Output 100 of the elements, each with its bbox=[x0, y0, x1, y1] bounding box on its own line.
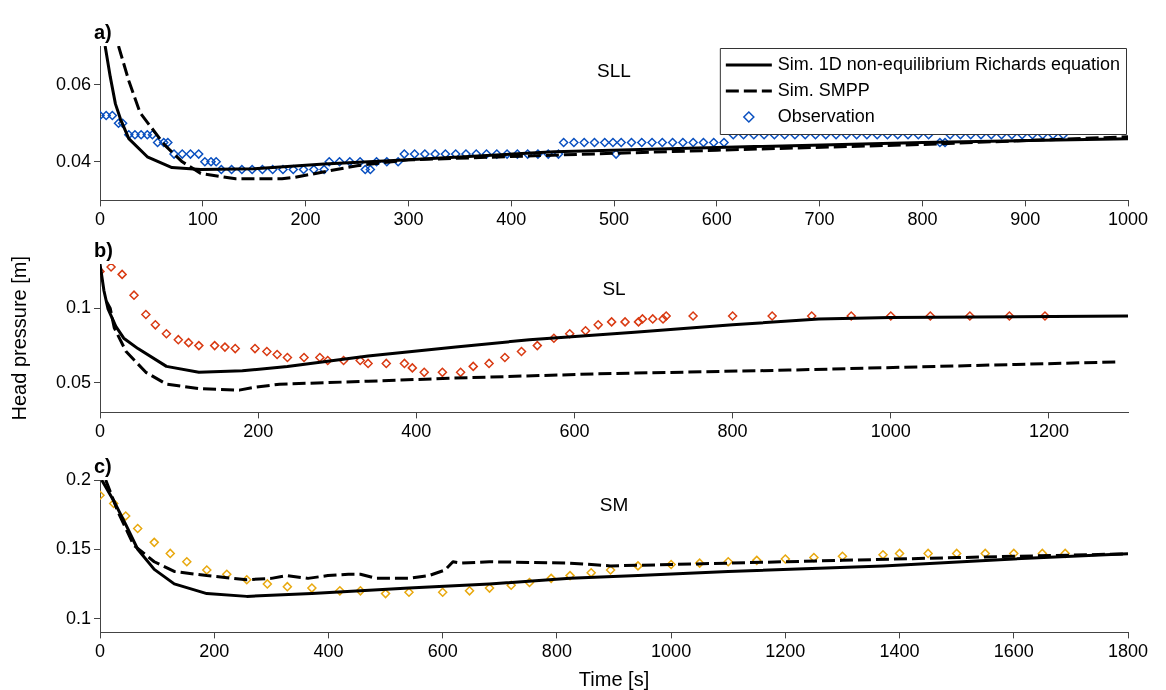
point bbox=[194, 340, 204, 351]
x-tick-label: 1000 bbox=[1107, 209, 1149, 230]
point bbox=[846, 311, 856, 321]
x-tick-label: 100 bbox=[187, 209, 218, 230]
point bbox=[282, 581, 293, 592]
chart-title: a) bbox=[94, 20, 112, 43]
x-tick-label: 1400 bbox=[879, 641, 920, 662]
point bbox=[173, 334, 184, 345]
x-tick-label: 800 bbox=[907, 209, 938, 230]
point bbox=[886, 311, 896, 321]
x-tick-label: 200 bbox=[290, 209, 321, 230]
point bbox=[381, 358, 392, 369]
x-tick-label: 200 bbox=[243, 421, 274, 442]
point bbox=[209, 340, 220, 351]
x-axis-title: Time [s] bbox=[578, 667, 650, 690]
x-tick-label: 0 bbox=[94, 209, 106, 230]
x-tick-label: 400 bbox=[313, 641, 344, 662]
point bbox=[620, 317, 630, 327]
y-tick-label: 0.04 bbox=[55, 150, 91, 171]
point bbox=[564, 329, 575, 339]
point bbox=[516, 346, 527, 357]
point bbox=[637, 314, 648, 324]
x-tick-label: 500 bbox=[598, 209, 630, 230]
point bbox=[923, 548, 933, 559]
x-tick-label: 0 bbox=[94, 421, 106, 442]
point bbox=[633, 561, 643, 571]
point bbox=[666, 559, 676, 570]
x-tick-label: 200 bbox=[199, 641, 230, 662]
point bbox=[141, 309, 151, 320]
point bbox=[980, 548, 990, 559]
point bbox=[322, 355, 333, 366]
x-tick-label: 400 bbox=[496, 209, 527, 230]
x-tick-label: 400 bbox=[401, 421, 432, 442]
y-tick-label: 0.1 bbox=[65, 607, 91, 628]
point bbox=[272, 349, 282, 360]
x-tick-label: 800 bbox=[541, 641, 572, 662]
y-tick-label: 0.1 bbox=[65, 297, 91, 318]
point bbox=[1009, 548, 1019, 559]
x-tick-label: 1800 bbox=[1107, 641, 1149, 662]
point bbox=[399, 358, 410, 369]
x-tick-label: 1200 bbox=[765, 641, 806, 662]
point bbox=[149, 537, 160, 548]
y-tick-label: 0.05 bbox=[55, 371, 91, 392]
point bbox=[220, 342, 230, 352]
point bbox=[688, 311, 698, 321]
legend-label: Sim. 1D non-equilibrium Richards equation bbox=[777, 53, 1120, 74]
y-tick-label: 0.15 bbox=[55, 538, 91, 559]
annotation: SM bbox=[599, 494, 629, 516]
point bbox=[242, 575, 252, 585]
x-tick-label: 600 bbox=[701, 209, 732, 230]
x-tick-label: 1200 bbox=[1028, 421, 1069, 442]
point bbox=[633, 317, 644, 327]
point bbox=[282, 352, 293, 363]
point bbox=[132, 523, 143, 534]
point bbox=[1004, 311, 1015, 321]
point bbox=[117, 269, 127, 280]
chart-title: b) bbox=[94, 238, 113, 261]
point bbox=[727, 311, 738, 321]
x-tick-label: 1000 bbox=[870, 421, 911, 442]
point bbox=[767, 311, 777, 321]
point bbox=[262, 346, 272, 357]
point bbox=[468, 361, 478, 372]
point bbox=[183, 337, 194, 348]
point bbox=[355, 586, 366, 596]
point bbox=[182, 556, 192, 567]
y-tick-label: 0.06 bbox=[55, 73, 91, 94]
x-tick-label: 700 bbox=[804, 209, 835, 230]
point bbox=[546, 573, 556, 584]
x-tick-label: 0 bbox=[94, 641, 106, 662]
point bbox=[129, 290, 139, 300]
point bbox=[407, 363, 418, 373]
point bbox=[780, 554, 791, 564]
point bbox=[809, 552, 819, 563]
point bbox=[437, 367, 448, 378]
x-tick-label: 1600 bbox=[993, 641, 1034, 662]
point bbox=[723, 556, 733, 567]
point bbox=[262, 579, 273, 589]
point bbox=[894, 548, 905, 559]
point bbox=[606, 317, 617, 327]
point bbox=[363, 358, 373, 369]
point bbox=[593, 320, 603, 330]
annotation: SL bbox=[602, 278, 626, 300]
point bbox=[355, 355, 365, 366]
point bbox=[202, 565, 212, 575]
chart-title: c) bbox=[94, 454, 112, 477]
point bbox=[161, 329, 172, 339]
x-tick-label: 600 bbox=[559, 421, 590, 442]
point bbox=[580, 326, 591, 336]
y-axis-title: Head pressure [m] bbox=[7, 255, 30, 421]
x-tick-label: 300 bbox=[393, 209, 424, 230]
point bbox=[299, 352, 309, 363]
y-tick-label: 0.2 bbox=[65, 468, 91, 489]
point bbox=[532, 340, 543, 351]
point bbox=[648, 314, 658, 324]
point bbox=[250, 343, 260, 354]
point bbox=[108, 498, 119, 509]
x-tick-label: 800 bbox=[717, 421, 748, 442]
point bbox=[335, 586, 345, 596]
annotation: SLL bbox=[597, 60, 631, 82]
x-tick-label: 1000 bbox=[651, 641, 692, 662]
